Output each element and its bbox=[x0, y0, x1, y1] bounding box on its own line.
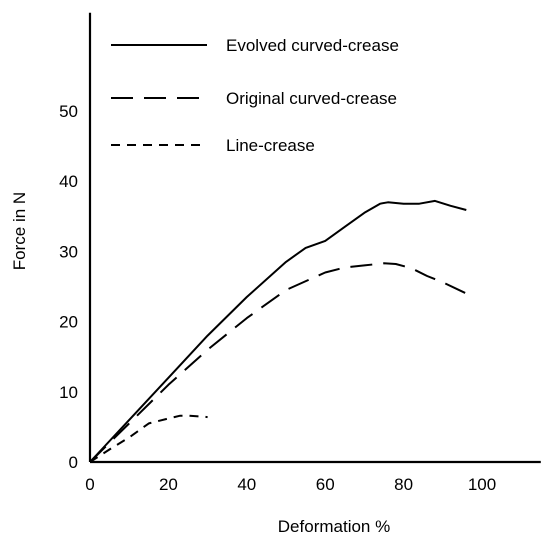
y-axis-ticks: 0 10 20 30 40 50 bbox=[59, 102, 78, 472]
y-tick-label: 20 bbox=[59, 313, 78, 332]
x-axis-ticks: 0 20 40 60 80 100 bbox=[85, 475, 496, 494]
legend-label-3: Line-crease bbox=[226, 136, 315, 155]
legend-label-2: Original curved-crease bbox=[226, 89, 397, 108]
y-tick-label: 40 bbox=[59, 172, 78, 191]
series-line-3 bbox=[89, 414, 208, 463]
legend-label-1: Evolved curved-crease bbox=[226, 36, 399, 55]
series-lines bbox=[89, 199, 467, 463]
x-tick-label: 80 bbox=[394, 475, 413, 494]
y-tick-label: 0 bbox=[69, 453, 78, 472]
x-axis-label: Deformation % bbox=[278, 517, 390, 536]
y-tick-label: 10 bbox=[59, 383, 78, 402]
x-tick-label: 0 bbox=[85, 475, 94, 494]
series-line-2 bbox=[89, 262, 467, 463]
y-tick-label: 30 bbox=[59, 242, 78, 261]
x-tick-label: 20 bbox=[159, 475, 178, 494]
x-tick-label: 100 bbox=[468, 475, 496, 494]
y-tick-label: 50 bbox=[59, 102, 78, 121]
series-line-1 bbox=[89, 199, 467, 463]
y-axis-label: Force in N bbox=[10, 192, 29, 270]
legend: Evolved curved-crease Original curved-cre… bbox=[111, 36, 399, 155]
x-tick-label: 60 bbox=[316, 475, 335, 494]
x-tick-label: 40 bbox=[237, 475, 256, 494]
axes bbox=[88, 12, 541, 464]
